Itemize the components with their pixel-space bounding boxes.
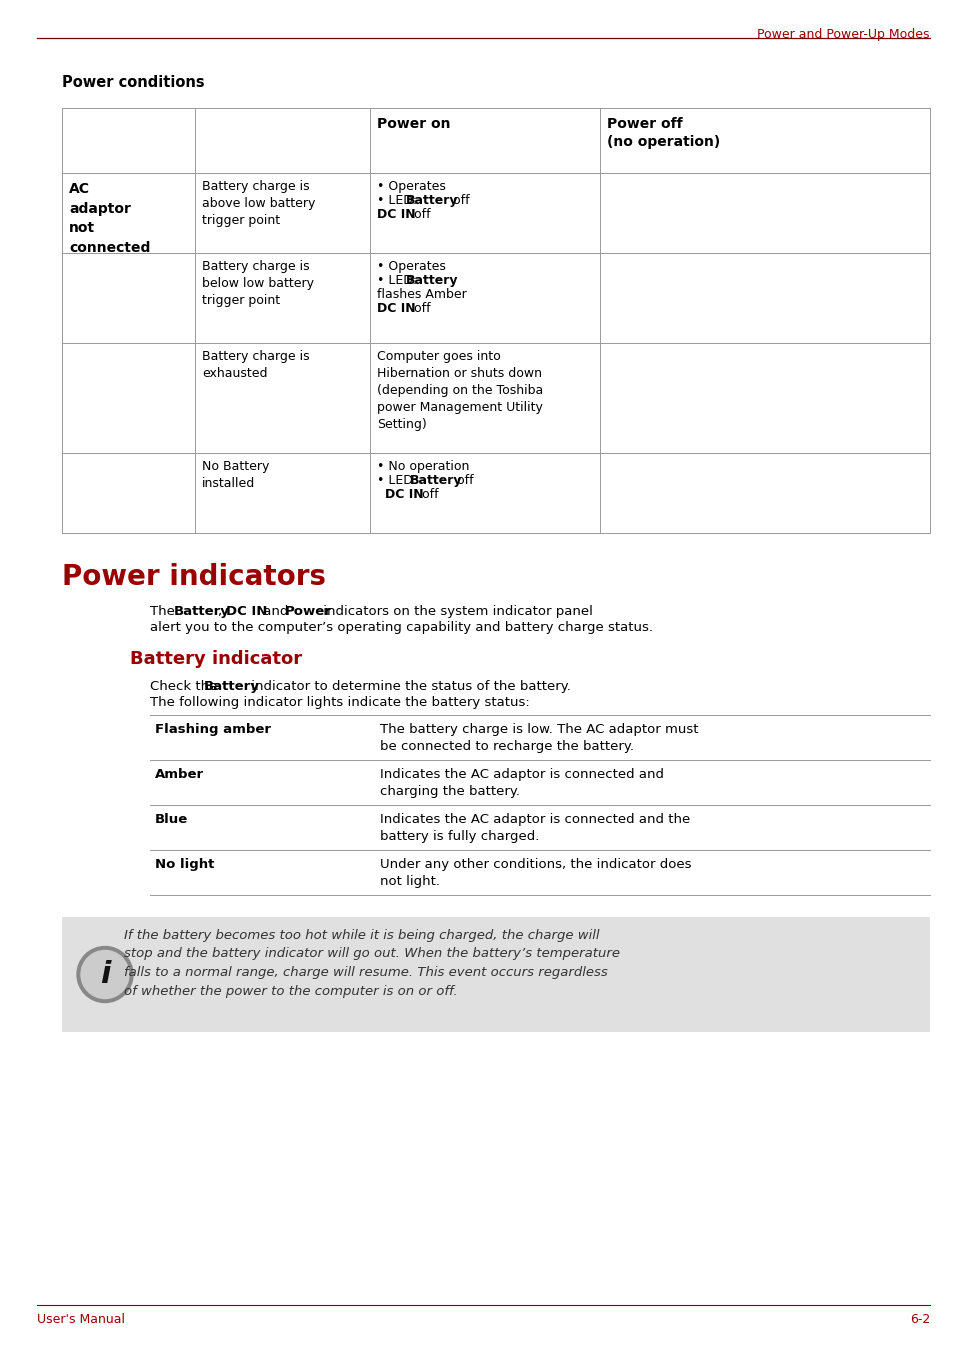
Text: No Battery
installed: No Battery installed xyxy=(202,460,269,490)
Text: off: off xyxy=(417,488,438,500)
Text: Amber: Amber xyxy=(154,768,204,781)
Text: flashes Amber: flashes Amber xyxy=(376,287,466,301)
Text: Battery: Battery xyxy=(410,473,462,487)
Text: • LED:: • LED: xyxy=(376,194,416,206)
Text: off: off xyxy=(410,302,430,316)
Text: The: The xyxy=(150,604,179,618)
Text: Flashing amber: Flashing amber xyxy=(154,723,271,737)
Text: Battery: Battery xyxy=(204,680,259,693)
Text: Under any other conditions, the indicator does
not light.: Under any other conditions, the indicato… xyxy=(379,858,691,888)
Text: The following indicator lights indicate the battery status:: The following indicator lights indicate … xyxy=(150,696,529,710)
Text: • LED:: • LED: xyxy=(376,274,416,287)
Text: off: off xyxy=(449,194,469,206)
Text: Indicates the AC adaptor is connected and the
battery is fully charged.: Indicates the AC adaptor is connected an… xyxy=(379,813,690,843)
Text: Battery: Battery xyxy=(406,194,458,206)
Text: DC IN: DC IN xyxy=(376,208,416,221)
Text: Battery: Battery xyxy=(173,604,230,618)
Text: Blue: Blue xyxy=(154,813,188,826)
Text: 6-2: 6-2 xyxy=(909,1313,929,1326)
Text: Computer goes into
Hibernation or shuts down
(depending on the Toshiba
power Man: Computer goes into Hibernation or shuts … xyxy=(376,349,542,430)
Text: No light: No light xyxy=(154,858,214,871)
Text: Battery charge is
above low battery
trigger point: Battery charge is above low battery trig… xyxy=(202,179,315,227)
Text: Battery indicator: Battery indicator xyxy=(130,650,302,668)
Circle shape xyxy=(77,947,132,1002)
Text: off: off xyxy=(410,208,430,221)
Circle shape xyxy=(81,951,129,998)
Text: Power on: Power on xyxy=(376,117,450,131)
Text: AC
adaptor
not
connected: AC adaptor not connected xyxy=(69,182,151,255)
Text: and: and xyxy=(258,604,293,618)
Text: Battery: Battery xyxy=(406,274,458,287)
Text: alert you to the computer’s operating capability and battery charge status.: alert you to the computer’s operating ca… xyxy=(150,621,652,634)
Text: indicators on the system indicator panel: indicators on the system indicator panel xyxy=(318,604,592,618)
Text: i: i xyxy=(100,960,111,989)
Text: • Operates: • Operates xyxy=(376,179,445,193)
Text: Battery charge is
below low battery
trigger point: Battery charge is below low battery trig… xyxy=(202,260,314,308)
Text: Power off
(no operation): Power off (no operation) xyxy=(606,117,720,150)
Bar xyxy=(62,917,929,1032)
Text: DC IN: DC IN xyxy=(385,488,423,500)
Text: • LED:: • LED: xyxy=(376,473,420,487)
Text: Indicates the AC adaptor is connected and
charging the battery.: Indicates the AC adaptor is connected an… xyxy=(379,768,663,799)
Text: DC IN: DC IN xyxy=(376,302,416,316)
Text: Power conditions: Power conditions xyxy=(62,76,204,90)
Text: ,: , xyxy=(218,604,226,618)
Text: User's Manual: User's Manual xyxy=(37,1313,125,1326)
Text: If the battery becomes too hot while it is being charged, the charge will
stop a: If the battery becomes too hot while it … xyxy=(124,929,619,997)
Text: • Operates: • Operates xyxy=(376,260,445,272)
Text: The battery charge is low. The AC adaptor must
be connected to recharge the batt: The battery charge is low. The AC adapto… xyxy=(379,723,698,753)
Text: Power: Power xyxy=(285,604,332,618)
Text: off: off xyxy=(453,473,473,487)
Text: Power and Power-Up Modes: Power and Power-Up Modes xyxy=(757,28,929,40)
Text: • No operation: • No operation xyxy=(376,460,469,473)
Text: DC IN: DC IN xyxy=(226,604,267,618)
Text: Check the: Check the xyxy=(150,680,221,693)
Text: indicator to determine the status of the battery.: indicator to determine the status of the… xyxy=(247,680,570,693)
Text: Power indicators: Power indicators xyxy=(62,563,326,591)
Text: Battery charge is
exhausted: Battery charge is exhausted xyxy=(202,349,310,380)
